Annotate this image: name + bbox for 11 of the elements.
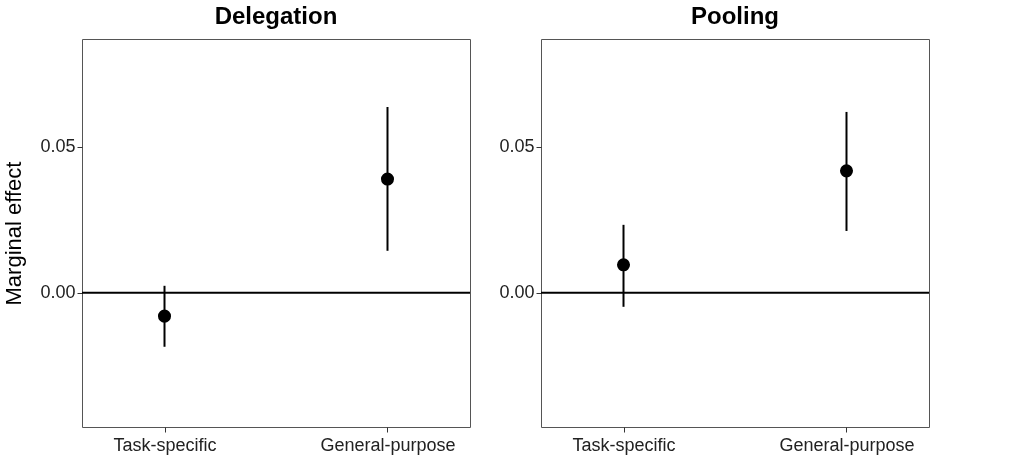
y-axis-title: Marginal effect [1, 161, 27, 306]
y-tick-label: 0.00 [40, 282, 76, 303]
x-tick-label: Task-specific [572, 434, 676, 455]
y-tick-label: 0.05 [499, 136, 535, 157]
x-tick-label: General-purpose [320, 434, 456, 455]
x-tick-label: General-purpose [779, 434, 915, 455]
x-tick-label: Task-specific [113, 434, 217, 455]
y-tick-label: 0.00 [499, 282, 535, 303]
chart-title: Pooling [691, 2, 779, 29]
y-tick-label: 0.05 [40, 136, 76, 157]
chart-title: Delegation [214, 2, 338, 29]
